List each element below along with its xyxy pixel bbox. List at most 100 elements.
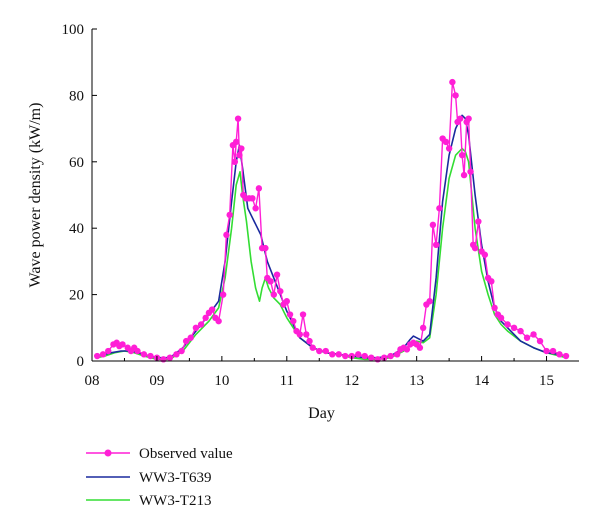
x-tick-label-6: 14 (474, 373, 490, 389)
data-point-0-11 (140, 351, 148, 358)
data-point-0-87 (445, 145, 453, 152)
x-tick-label-5: 13 (409, 373, 424, 389)
data-point-0-60 (322, 347, 329, 355)
data-point-0-109 (517, 327, 524, 335)
data-point-0-70 (387, 352, 394, 360)
legend-label-1: WW3-T639 (139, 470, 211, 486)
data-point-0-67 (368, 354, 375, 361)
data-point-0-28 (223, 231, 230, 239)
data-point-0-101 (481, 251, 489, 258)
data-point-0-19 (187, 334, 194, 341)
data-point-0-24 (208, 306, 216, 313)
data-point-0-84 (436, 205, 443, 212)
data-point-0-58 (309, 344, 316, 351)
data-point-0-104 (491, 304, 498, 312)
data-point-0-22 (202, 314, 209, 322)
data-point-0-111 (530, 331, 537, 338)
data-point-0-92 (458, 151, 466, 159)
data-point-0-93 (460, 171, 468, 179)
data-point-0-116 (562, 352, 570, 360)
data-point-0-103 (488, 278, 495, 285)
data-point-0-1 (99, 351, 107, 358)
data-point-0-96 (467, 168, 474, 175)
data-point-0-50 (283, 298, 290, 305)
data-point-0-55 (299, 311, 307, 318)
data-point-0-54 (296, 331, 303, 338)
y-tick-label-5: 100 (62, 22, 85, 38)
data-point-0-66 (361, 352, 368, 360)
data-point-0-47 (273, 271, 281, 278)
data-point-0-31 (231, 158, 239, 165)
data-point-0-81 (426, 298, 433, 305)
data-point-0-16 (173, 351, 180, 358)
data-point-0-63 (342, 352, 349, 360)
data-point-0-83 (432, 241, 440, 248)
data-point-0-57 (306, 337, 313, 345)
y-tick-label-2: 40 (69, 221, 84, 237)
data-point-0-33 (234, 115, 242, 122)
data-point-0-114 (549, 347, 557, 355)
data-point-0-45 (267, 278, 274, 285)
data-point-0-43 (262, 244, 269, 252)
legend-label-2: WW3-T213 (139, 493, 211, 509)
data-point-0-20 (192, 324, 200, 331)
axes-group: 0 20 40 60 80 100 08 09 10 11 12 13 14 15 Day Wave powe… (27, 22, 579, 422)
data-point-0-10 (134, 347, 141, 355)
x-tick-label-7: 15 (539, 373, 554, 389)
data-point-0-86 (442, 138, 450, 146)
data-point-0-12 (147, 352, 154, 360)
data-point-0-0 (93, 352, 101, 360)
data-point-0-113 (543, 347, 550, 355)
legend-marker-0 (104, 449, 112, 457)
x-tick-label-3: 11 (280, 373, 294, 389)
data-point-0-78 (416, 344, 424, 351)
data-point-0-110 (523, 334, 531, 341)
series-group (93, 78, 570, 363)
data-point-0-74 (403, 346, 411, 353)
data-point-0-26 (215, 317, 222, 325)
data-point-0-46 (270, 291, 278, 298)
data-point-0-48 (277, 288, 284, 295)
data-point-0-29 (226, 211, 233, 219)
data-point-0-65 (355, 351, 362, 358)
data-point-0-34 (236, 151, 243, 159)
data-point-0-108 (510, 324, 518, 331)
x-axis-label: Day (308, 405, 335, 422)
y-tick-label-0: 0 (77, 354, 85, 370)
data-point-0-98 (471, 244, 479, 252)
y-tick-label-1: 20 (69, 288, 84, 304)
x-tick-label-4: 12 (344, 373, 359, 389)
data-point-0-69 (381, 354, 388, 361)
data-point-0-79 (419, 324, 427, 331)
legend: Observed value WW3-T639 WW3-T213 (86, 446, 233, 509)
data-point-0-88 (449, 78, 456, 86)
data-point-0-106 (497, 314, 505, 322)
legend-label-0: Observed value (139, 446, 233, 462)
y-axis-label: Wave power density (kW/m) (27, 103, 44, 288)
data-point-0-14 (160, 356, 167, 363)
data-point-0-68 (374, 356, 381, 363)
data-point-0-32 (232, 138, 240, 146)
x-tick-label-1: 09 (149, 373, 164, 389)
data-point-0-39 (249, 195, 256, 202)
data-point-0-52 (290, 317, 297, 325)
data-point-0-107 (504, 321, 511, 328)
data-point-0-40 (252, 205, 259, 212)
data-point-0-82 (429, 221, 437, 229)
data-point-0-15 (166, 354, 174, 361)
data-point-0-35 (238, 145, 245, 152)
data-point-0-17 (178, 347, 185, 355)
data-point-0-51 (286, 311, 294, 318)
data-point-0-56 (303, 331, 310, 338)
data-point-0-91 (456, 115, 464, 122)
data-point-0-115 (556, 351, 563, 358)
data-point-0-21 (197, 321, 205, 328)
data-point-0-2 (105, 347, 112, 355)
data-point-0-6 (119, 341, 126, 348)
data-point-0-27 (219, 291, 227, 298)
data-point-0-59 (316, 347, 323, 355)
data-point-0-99 (475, 218, 482, 225)
